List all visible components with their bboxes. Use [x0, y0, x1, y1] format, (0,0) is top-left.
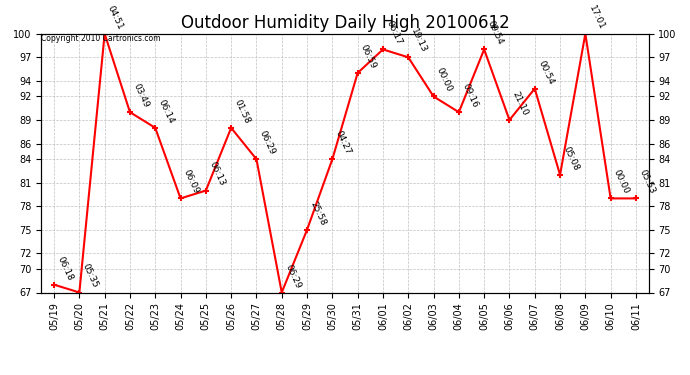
Text: 06:29: 06:29	[283, 262, 302, 290]
Text: 06:29: 06:29	[258, 129, 277, 156]
Text: 05:08: 05:08	[562, 145, 580, 172]
Text: 01:58: 01:58	[233, 98, 252, 125]
Text: 06:13: 06:13	[207, 160, 226, 188]
Text: 04:27: 04:27	[334, 129, 353, 156]
Text: 06:18: 06:18	[55, 255, 75, 282]
Text: 00:00: 00:00	[435, 66, 454, 94]
Text: 21:10: 21:10	[511, 90, 530, 117]
Text: 25:58: 25:58	[308, 200, 328, 227]
Text: 00:00: 00:00	[612, 168, 631, 196]
Text: 19:13: 19:13	[410, 27, 428, 54]
Text: 06:14: 06:14	[157, 98, 176, 125]
Text: 06:17: 06:17	[384, 20, 404, 46]
Text: 09:16: 09:16	[460, 82, 480, 110]
Text: 00:54: 00:54	[536, 59, 555, 86]
Text: 09:54: 09:54	[486, 20, 504, 46]
Text: 17:01: 17:01	[586, 4, 606, 31]
Text: 06:59: 06:59	[359, 43, 378, 70]
Text: 04:51: 04:51	[106, 4, 125, 31]
Text: Copyright 2010 Cartronics.com: Copyright 2010 Cartronics.com	[41, 34, 161, 43]
Text: 03:49: 03:49	[131, 82, 150, 110]
Title: Outdoor Humidity Daily High 20100612: Outdoor Humidity Daily High 20100612	[181, 14, 509, 32]
Text: 05:35: 05:35	[81, 262, 100, 290]
Text: 06:09: 06:09	[182, 168, 201, 196]
Text: 05:53: 05:53	[638, 168, 656, 196]
